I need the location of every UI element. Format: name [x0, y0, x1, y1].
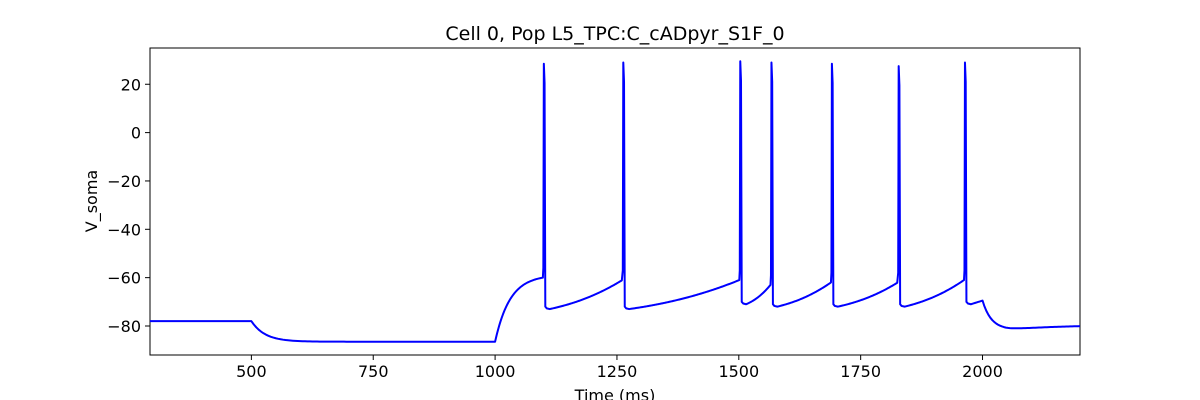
trace-group	[150, 60, 1081, 343]
chart-title: Cell 0, Pop L5_TPC:C_cADpyr_S1F_0	[445, 23, 784, 45]
plot-area	[149, 47, 1081, 356]
x-axis: 500 750 1000 1250 1500 1750 2000	[236, 355, 1003, 381]
x-tick-label: 500	[236, 362, 267, 381]
plot-frame	[149, 47, 1081, 356]
x-axis-title: Time (ms)	[574, 386, 656, 400]
y-tick-label: −60	[107, 269, 141, 288]
x-tick-label: 1750	[840, 362, 881, 381]
voltage-trace-line	[150, 60, 1081, 343]
y-tick-label: −20	[107, 172, 141, 191]
x-tick-label: 1000	[475, 362, 516, 381]
y-axis-title: V_soma	[82, 170, 102, 232]
y-tick-label: 20	[121, 75, 141, 94]
x-tick-label: 750	[358, 362, 389, 381]
x-tick-label: 2000	[962, 362, 1003, 381]
y-tick-label: −80	[107, 317, 141, 336]
y-tick-label: −40	[107, 220, 141, 239]
x-tick-label: 1250	[597, 362, 638, 381]
y-axis: −80 −60 −40 −20 0 20	[107, 75, 150, 336]
y-tick-label: 0	[131, 124, 141, 143]
x-tick-label: 1500	[718, 362, 759, 381]
